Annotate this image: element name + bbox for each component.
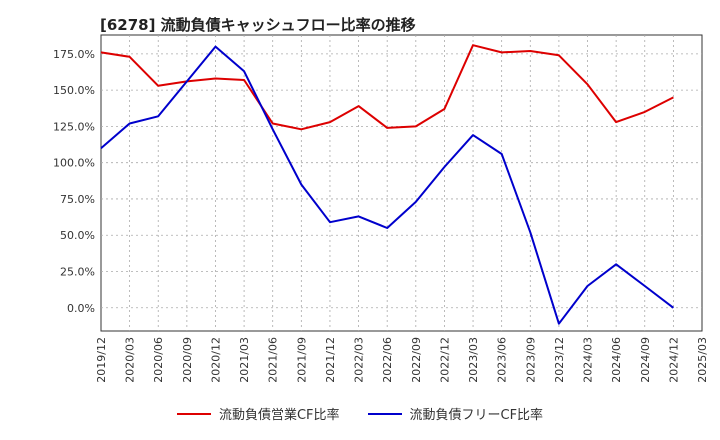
- x-tick-label: 2021/12: [324, 337, 337, 383]
- x-tick-label: 2022/06: [381, 337, 394, 383]
- x-tick-label: 2021/06: [267, 337, 280, 383]
- legend-item-free-cf: 流動負債フリーCF比率: [367, 404, 544, 423]
- x-tick-label: 2020/09: [181, 337, 194, 383]
- x-tick-label: 2021/03: [238, 337, 251, 383]
- x-tick-label: 2019/12: [95, 337, 108, 383]
- x-tick-label: 2024/03: [582, 337, 595, 383]
- x-tick-label: 2020/03: [124, 337, 137, 383]
- x-tick-label: 2023/06: [496, 337, 509, 383]
- y-tick-label: 25.0%: [60, 266, 95, 279]
- y-tick-label: 100.0%: [53, 157, 95, 170]
- legend-label-free-cf: 流動負債フリーCF比率: [409, 408, 544, 423]
- series-line-operating-cf: [100, 44, 674, 131]
- legend-item-operating-cf: 流動負債営業CF比率: [176, 404, 340, 423]
- y-tick-label: 125.0%: [53, 120, 95, 133]
- x-tick-label: 2021/09: [295, 337, 308, 383]
- legend-label-operating-cf: 流動負債営業CF比率: [218, 408, 340, 423]
- legend-swatch-operating-cf: [176, 412, 211, 415]
- x-tick-label: 2023/09: [524, 337, 537, 383]
- y-tick-label: 0.0%: [67, 302, 95, 315]
- x-tick-label: 2020/06: [152, 337, 165, 383]
- x-tick-label: 2022/12: [438, 337, 451, 383]
- x-tick-label: 2023/03: [467, 337, 480, 383]
- legend-swatch-free-cf: [367, 412, 402, 415]
- plot-frame: [100, 34, 703, 332]
- x-tick-label: 2024/09: [639, 337, 652, 383]
- x-tick-label: 2022/09: [410, 337, 423, 383]
- x-tick-label: 2024/06: [610, 337, 623, 383]
- y-tick-label: 50.0%: [60, 229, 95, 242]
- x-tick-label: 2024/12: [667, 337, 680, 383]
- x-tick-label: 2020/12: [209, 337, 222, 383]
- chart-title: [6278] 流動負債キャッシュフロー比率の推移: [100, 16, 416, 34]
- series-line-free-cf: [100, 45, 675, 325]
- x-tick-label: 2025/03: [696, 337, 709, 383]
- y-tick-label: 175.0%: [53, 48, 95, 61]
- y-tick-label: 75.0%: [60, 193, 95, 206]
- y-tick-label: 150.0%: [53, 84, 95, 97]
- x-tick-label: 2023/12: [553, 337, 566, 383]
- x-tick-label: 2022/03: [353, 337, 366, 383]
- legend: 流動負債営業CF比率 流動負債フリーCF比率: [0, 404, 720, 423]
